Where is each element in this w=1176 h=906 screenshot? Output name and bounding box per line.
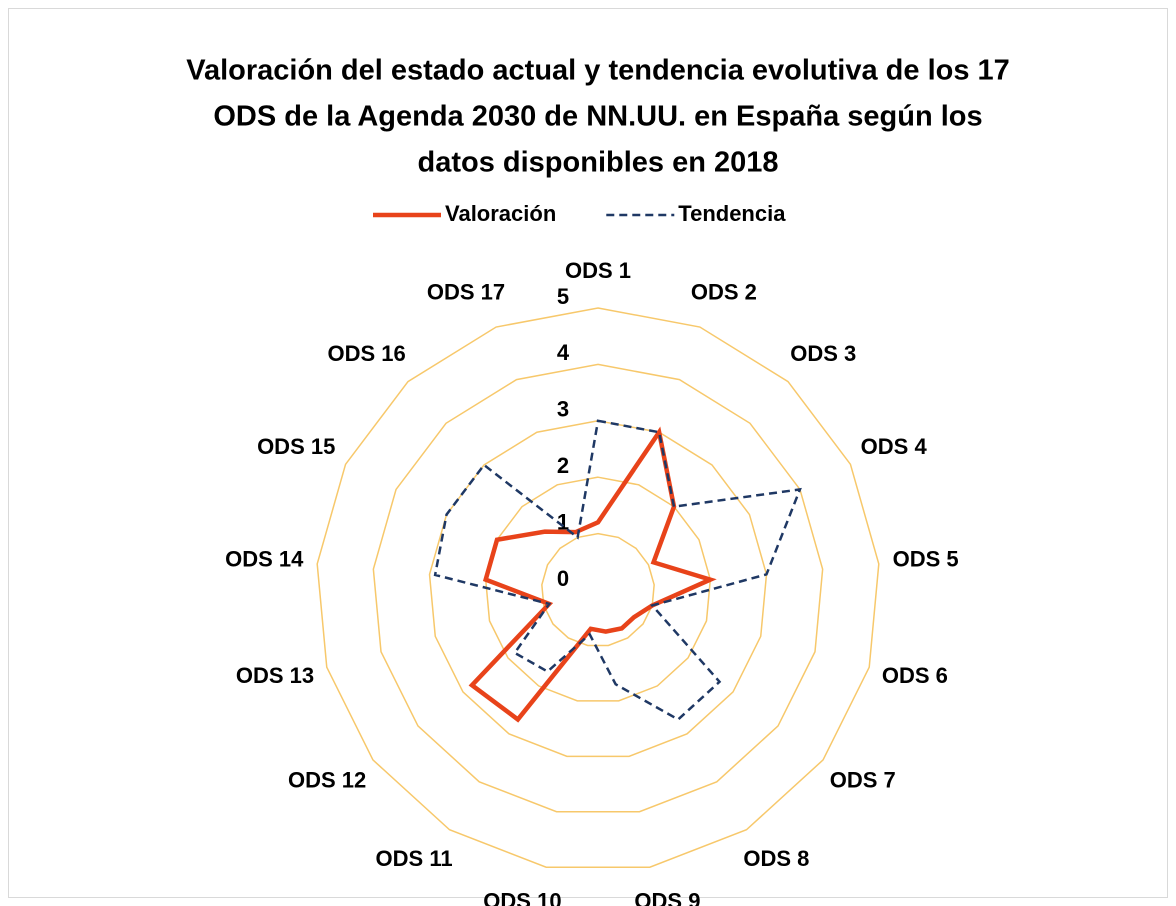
category-label: ODS 14 bbox=[225, 546, 304, 571]
r-tick-label: 1 bbox=[557, 509, 569, 534]
series-line bbox=[468, 426, 717, 723]
category-label: ODS 6 bbox=[882, 663, 948, 688]
category-label: ODS 3 bbox=[790, 341, 856, 366]
grid-ring bbox=[484, 476, 712, 702]
r-tick-label: 4 bbox=[557, 340, 570, 365]
grid-ring bbox=[316, 307, 880, 868]
category-label: ODS 7 bbox=[830, 767, 896, 792]
category-label: ODS 16 bbox=[327, 341, 405, 366]
category-label: ODS 5 bbox=[893, 546, 959, 571]
series-line bbox=[433, 419, 802, 722]
chart-frame bbox=[8, 8, 1168, 898]
category-label: ODS 10 bbox=[483, 888, 561, 906]
category-label: ODS 8 bbox=[743, 846, 809, 871]
grid-ring bbox=[428, 420, 768, 758]
category-label: ODS 17 bbox=[427, 279, 505, 304]
grid-ring bbox=[541, 532, 655, 647]
legend-label: Tendencia bbox=[678, 201, 786, 226]
grid-ring bbox=[372, 363, 824, 813]
r-tick-label: 3 bbox=[557, 397, 569, 422]
category-label: ODS 13 bbox=[236, 663, 314, 688]
category-label: ODS 11 bbox=[376, 846, 453, 871]
category-label: ODS 12 bbox=[288, 767, 366, 792]
r-tick-label: 0 bbox=[557, 566, 569, 591]
chart-title: datos disponibles en 2018 bbox=[418, 147, 779, 179]
chart-title: ODS de la Agenda 2030 de NN.UU. en Españ… bbox=[213, 101, 982, 133]
category-label: ODS 1 bbox=[565, 258, 631, 283]
category-label: ODS 15 bbox=[257, 434, 335, 459]
chart-title: Valoración del estado actual y tendencia… bbox=[186, 55, 1010, 87]
r-tick-label: 2 bbox=[557, 453, 569, 478]
category-label: ODS 9 bbox=[634, 888, 700, 906]
legend-label: Valoración bbox=[445, 201, 556, 226]
category-label: ODS 4 bbox=[861, 434, 928, 459]
category-label: ODS 2 bbox=[691, 279, 757, 304]
r-tick-label: 5 bbox=[557, 284, 569, 309]
